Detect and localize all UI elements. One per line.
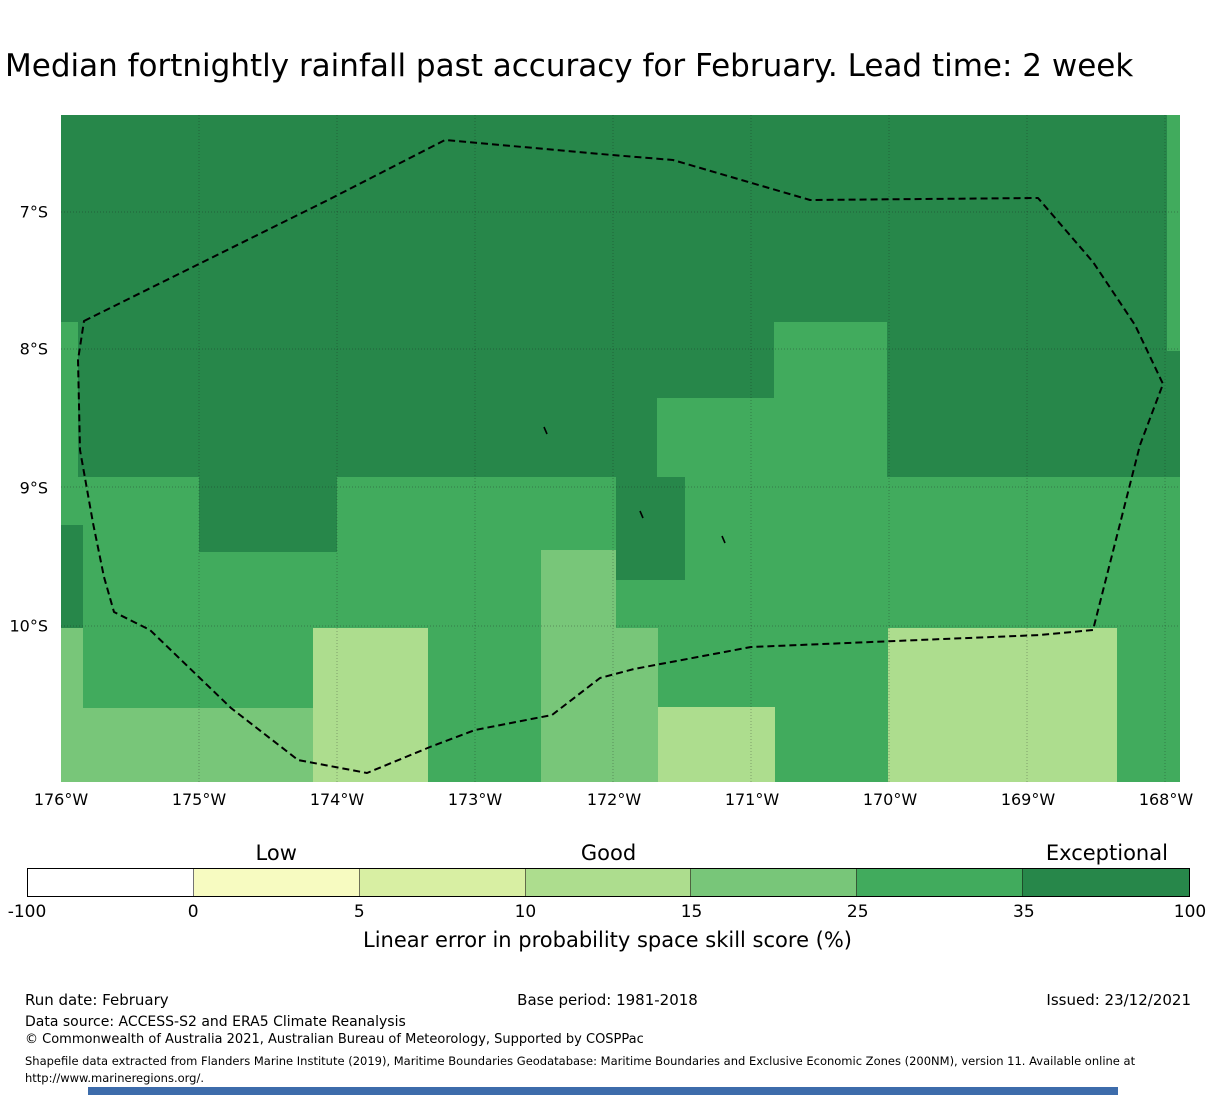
map-area bbox=[61, 115, 1180, 782]
y-tick-label: 10°S bbox=[9, 616, 48, 636]
map-cell-region bbox=[1167, 115, 1180, 351]
colorbar-tick-label: 15 bbox=[680, 902, 703, 922]
colorbar-tick-label: -100 bbox=[7, 902, 47, 922]
colorbar-category-label: Exceptional bbox=[1045, 841, 1168, 865]
y-tick-label: 7°S bbox=[19, 202, 48, 222]
map-cell-region bbox=[775, 628, 888, 782]
chart-title: Median fortnightly rainfall past accurac… bbox=[5, 48, 1134, 84]
eez-boundary bbox=[77, 139, 1164, 774]
map-cell-region bbox=[61, 322, 78, 525]
map-cell-region bbox=[83, 708, 313, 782]
x-tick-label: 174°W bbox=[309, 790, 365, 809]
map-cell-region bbox=[61, 525, 83, 628]
colorbar-category-label: Low bbox=[255, 841, 297, 865]
island-mark bbox=[721, 535, 726, 544]
x-tick-label: 169°W bbox=[1000, 790, 1056, 809]
island-mark bbox=[543, 426, 548, 435]
x-tick-label: 170°W bbox=[862, 790, 918, 809]
y-tick-label: 8°S bbox=[19, 339, 48, 359]
colorbar-tick-label: 100 bbox=[1173, 902, 1207, 922]
base-period: Base period: 1981-2018 bbox=[517, 991, 698, 1009]
map-cell-region bbox=[83, 628, 313, 708]
colorbar-tick-label: 10 bbox=[514, 902, 537, 922]
colorbar-segment bbox=[857, 869, 1024, 896]
colorbar bbox=[27, 868, 1190, 897]
colorbar-category-label: Good bbox=[580, 841, 637, 865]
bottom-blue-bar bbox=[88, 1087, 1118, 1095]
colorbar-segment bbox=[691, 869, 858, 896]
colorbar-segment bbox=[1023, 869, 1189, 896]
colorbar-tick-label: 35 bbox=[1013, 902, 1035, 922]
data-source: Data source: ACCESS-S2 and ERA5 Climate … bbox=[25, 1014, 406, 1030]
map-cell-region bbox=[658, 628, 775, 707]
colorbar-tick-label: 25 bbox=[846, 902, 869, 922]
issued-date: Issued: 23/12/2021 bbox=[1046, 991, 1191, 1009]
map-cell-region bbox=[199, 477, 337, 552]
x-tick-label: 168°W bbox=[1138, 790, 1194, 809]
map-svg bbox=[61, 115, 1180, 782]
map-cell-region bbox=[61, 628, 83, 782]
x-tick-label: 176°W bbox=[33, 790, 89, 809]
y-tick-label: 9°S bbox=[19, 478, 48, 498]
x-tick-label: 175°W bbox=[171, 790, 227, 809]
map-cell-region bbox=[774, 322, 887, 398]
map-cell-region bbox=[657, 398, 887, 477]
colorbar-tick-label: 0 bbox=[187, 902, 199, 922]
map-cell-region bbox=[541, 550, 616, 628]
copyright: © Commonwealth of Australia 2021, Austra… bbox=[25, 1032, 644, 1047]
map-cell-region bbox=[888, 628, 1117, 782]
map-cell-region bbox=[658, 707, 775, 782]
island-mark bbox=[639, 510, 644, 519]
colorbar-label: Linear error in probability space skill … bbox=[363, 928, 852, 952]
colorbar-segment bbox=[28, 869, 194, 896]
fineprint: Shapefile data extracted from Flanders M… bbox=[25, 1054, 1136, 1085]
run-date: Run date: February bbox=[25, 991, 169, 1009]
colorbar-segment bbox=[525, 869, 692, 896]
x-tick-label: 171°W bbox=[724, 790, 780, 809]
x-tick-label: 173°W bbox=[447, 790, 503, 809]
map-cell-region bbox=[1117, 628, 1180, 782]
map-cell-region bbox=[616, 477, 685, 580]
colorbar-segment bbox=[359, 869, 526, 896]
map-cell-region bbox=[428, 628, 541, 782]
map-cell-region bbox=[541, 628, 658, 782]
x-tick-label: 172°W bbox=[586, 790, 642, 809]
map-cell-region bbox=[313, 628, 428, 782]
colorbar-tick-label: 5 bbox=[353, 902, 365, 922]
colorbar-segment bbox=[193, 869, 360, 896]
